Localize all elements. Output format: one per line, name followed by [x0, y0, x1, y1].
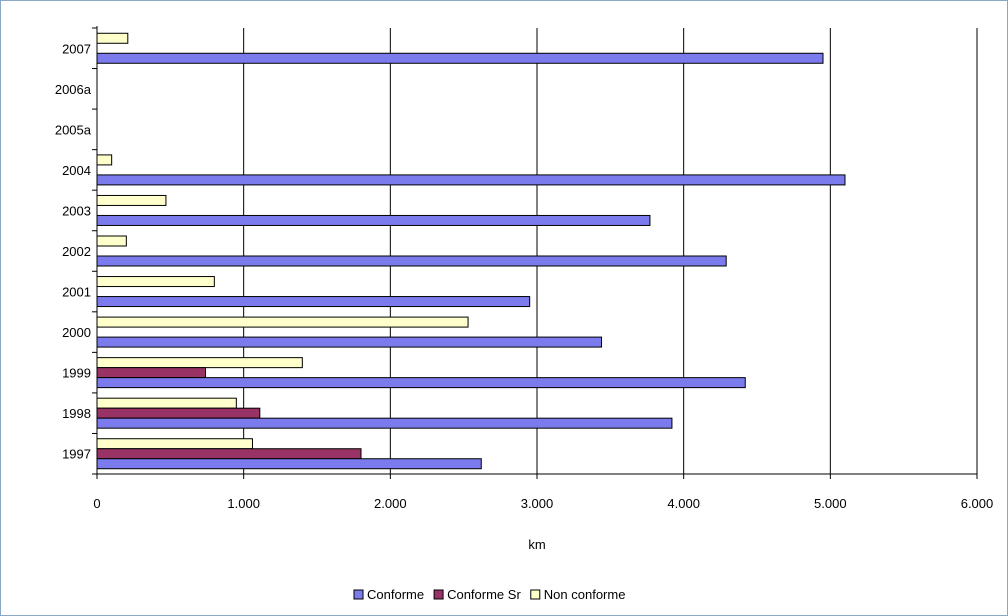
x-axis-title: km: [528, 537, 545, 552]
y-tick-label-2000: 2000: [62, 325, 91, 340]
y-tick-label-2006a: 2006a: [55, 82, 92, 97]
x-tick-label-4000: 4.000: [667, 496, 700, 511]
y-tick-label-1997: 1997: [62, 447, 91, 462]
bar-2000-non-conforme: [96, 316, 469, 328]
legend-label-non-conforme: Non conforme: [544, 587, 626, 602]
grid-lines: [243, 28, 978, 474]
bar-1998-conforme: [96, 417, 673, 429]
x-tick-label-3000: 3.000: [521, 496, 554, 511]
y-tick-label-2007: 2007: [62, 41, 91, 56]
y-tick-label-2001: 2001: [62, 285, 91, 300]
bar-2003-conforme: [96, 214, 651, 226]
bar-2001-non-conforme: [96, 276, 215, 288]
y-tick-label-2003: 2003: [62, 203, 91, 218]
y-tick-label-2005a: 2005a: [55, 122, 92, 137]
y-tick-label-1999: 1999: [62, 366, 91, 381]
y-tick-label-2004: 2004: [62, 163, 91, 178]
bar-2002-non-conforme: [96, 235, 127, 247]
x-tick-label-0: 0: [93, 496, 100, 511]
y-tick-label-2002: 2002: [62, 244, 91, 259]
legend-swatch-non-conforme: [530, 589, 541, 600]
bar-2004-conforme: [96, 174, 846, 186]
bar-1998-non-conforme: [96, 397, 237, 409]
bars: [96, 32, 846, 470]
bar-2007-conforme: [96, 52, 824, 64]
bar-1999-conforme: [96, 377, 746, 389]
x-tick-label-2000: 2.000: [374, 496, 407, 511]
legend-label-conforme: Conforme: [367, 587, 424, 602]
bar-2004-non-conforme: [96, 154, 113, 166]
bar-1997-non-conforme: [96, 438, 253, 450]
x-tick-label-6000: 6.000: [961, 496, 994, 511]
bar-2007-non-conforme: [96, 32, 129, 44]
legend-swatch-conforme-sr: [433, 589, 444, 600]
axes: 1997 1998 1999 2000 2001 2002 2003 2004 2005a 200…: [55, 26, 993, 511]
y-tick-label-1998: 1998: [62, 406, 91, 421]
legend: Conforme Conforme Sr Non conforme: [353, 587, 626, 602]
legend-swatch-conforme: [353, 589, 364, 600]
legend-label-conforme-sr: Conforme Sr: [447, 587, 521, 602]
x-tick-label-1000: 1.000: [227, 496, 260, 511]
bar-2002-conforme: [96, 255, 727, 267]
bar-2001-conforme: [96, 296, 531, 308]
bar-1997-conforme-sr: [96, 448, 362, 460]
bar-1998-conforme-sr: [96, 407, 261, 419]
bar-2003-non-conforme: [96, 194, 167, 206]
bar-1999-non-conforme: [96, 357, 303, 369]
bar-1999-conforme-sr: [96, 367, 207, 379]
bar-2000-conforme: [96, 336, 603, 348]
x-tick-label-5000: 5.000: [814, 496, 847, 511]
bar-1997-conforme: [96, 458, 482, 470]
